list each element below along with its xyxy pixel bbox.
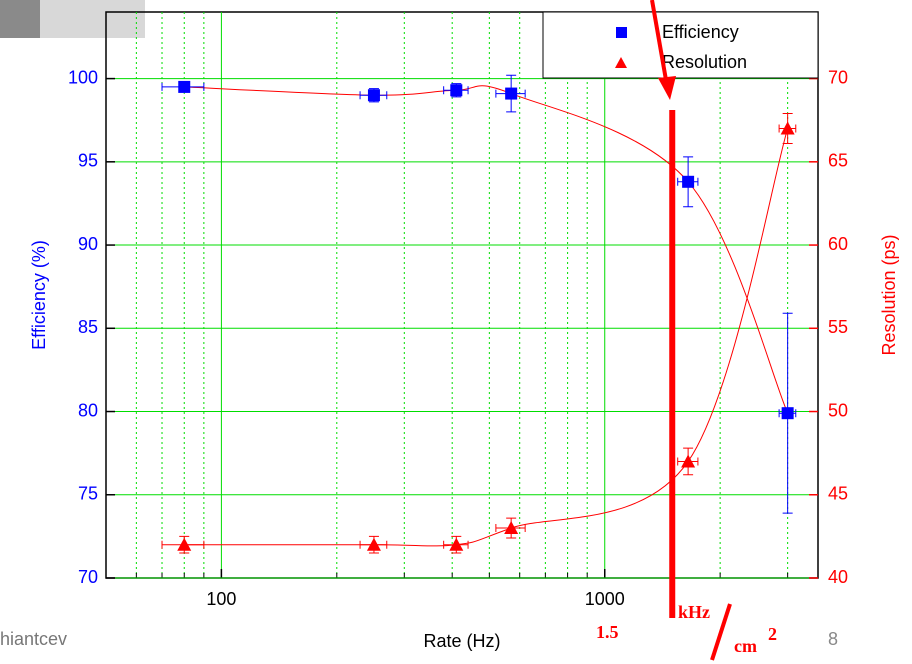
y-tick-label: 85 xyxy=(78,317,98,337)
marker xyxy=(681,454,696,468)
annotation-number: 1.5 xyxy=(596,622,619,642)
y-tick-label: 90 xyxy=(78,234,98,254)
legend-marker xyxy=(616,27,627,38)
plot: 100 1000 70 75 80 85 90 95 100 40 45 50 55 60 65 70 xyxy=(68,12,848,618)
arrow xyxy=(650,0,668,81)
y-axis-label: Efficiency (%) xyxy=(29,240,49,350)
fit-line xyxy=(184,85,789,414)
y-tick-label: 100 xyxy=(68,67,98,87)
marker xyxy=(367,89,380,102)
marker xyxy=(178,80,191,93)
arrow-head xyxy=(658,76,676,100)
fraction-slash xyxy=(710,603,732,661)
annotation-unit: kHz xyxy=(678,602,710,622)
y2-axis-label: Resolution (ps) xyxy=(879,234,899,355)
x-tick-label: 1000 xyxy=(585,589,625,609)
marker xyxy=(177,537,192,551)
marker xyxy=(366,537,381,551)
plot-frame xyxy=(105,11,819,579)
x-axis-label: Rate (Hz) xyxy=(423,631,500,651)
fit-line xyxy=(184,128,789,547)
marker xyxy=(505,87,518,100)
y2-tick-label: 70 xyxy=(828,67,848,87)
marker xyxy=(504,521,519,535)
y2-tick-label: 55 xyxy=(828,317,848,337)
marker xyxy=(450,84,463,97)
legend-label: Resolution xyxy=(662,52,747,72)
annotation-unit: cm xyxy=(734,636,757,656)
footer-author: hiantcev xyxy=(0,629,67,649)
y-tick-label: 70 xyxy=(78,567,98,587)
marker xyxy=(781,407,794,420)
marker xyxy=(449,537,464,551)
photo-fragment xyxy=(40,0,145,38)
y2-tick-label: 45 xyxy=(828,484,848,504)
y2-tick-label: 40 xyxy=(828,567,848,587)
marker xyxy=(682,175,695,188)
y2-tick-label: 65 xyxy=(828,151,848,171)
legend-marker xyxy=(615,57,627,68)
legend-box xyxy=(542,11,819,79)
x-tick-label: 100 xyxy=(206,589,236,609)
y-tick-label: 95 xyxy=(78,151,98,171)
legend: Efficiency Resolution xyxy=(542,11,819,79)
marker xyxy=(780,121,795,135)
y2-tick-label: 50 xyxy=(828,400,848,420)
annotation-exponent: 2 xyxy=(768,624,777,644)
page-number: 8 xyxy=(828,629,838,649)
y-tick-label: 75 xyxy=(78,484,98,504)
y-tick-label: 80 xyxy=(78,400,98,420)
y2-tick-label: 60 xyxy=(828,234,848,254)
legend-label: Efficiency xyxy=(662,22,739,42)
